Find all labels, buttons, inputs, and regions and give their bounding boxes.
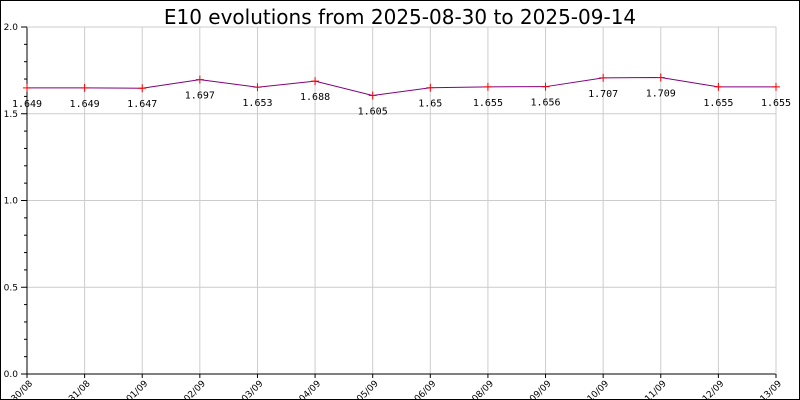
gridlines — [27, 27, 776, 374]
x-tick-label: 04/09 — [298, 379, 324, 400]
x-tick-label: 01/09 — [125, 379, 151, 400]
y-axis-ticks: 0.0 0.5 1.0 1.5 2.0 — [4, 23, 27, 380]
data-label: 1.655 — [473, 98, 503, 109]
data-label: 1.605 — [358, 107, 388, 118]
data-point-marker — [426, 83, 435, 92]
data-label: 1.709 — [646, 88, 676, 99]
data-label: 1.65 — [418, 99, 442, 110]
data-point-marker — [541, 82, 550, 91]
data-label: 1.647 — [127, 99, 157, 110]
x-tick-label: 02/09 — [183, 379, 209, 400]
data-label: 1.655 — [761, 98, 791, 109]
data-point-marker — [195, 75, 204, 84]
series-line — [27, 76, 776, 97]
data-label: 1.653 — [242, 98, 272, 109]
y-tick-label: 2.0 — [4, 23, 19, 33]
data-label: 1.649 — [12, 99, 42, 110]
series — [23, 73, 780, 100]
x-tick-label: 03/09 — [240, 379, 266, 400]
data-point-marker — [772, 82, 780, 91]
x-tick-label: 13/09 — [759, 379, 785, 400]
x-tick-label: 10/09 — [586, 379, 612, 400]
data-label: 1.656 — [530, 98, 560, 109]
data-labels: 1.649 1.649 1.647 1.697 1.653 1.688 1.605 1.65 1… — [12, 88, 791, 117]
x-tick-label: 06/09 — [413, 379, 439, 400]
y-tick-label: 1.0 — [4, 197, 19, 207]
data-label: 1.707 — [588, 89, 618, 100]
x-tick-label: 11/09 — [643, 379, 669, 400]
y-tick-label: 0.5 — [4, 283, 18, 293]
x-tick-label: 08/09 — [471, 379, 497, 400]
x-tick-label: 30/08 — [10, 379, 36, 400]
data-point-marker — [253, 83, 262, 92]
chart-title: E10 evolutions from 2025-08-30 to 2025-0… — [164, 5, 636, 29]
data-point-marker — [714, 82, 723, 91]
x-axis-ticks: 30/08 31/08 01/09 02/09 03/09 04/09 05/09 06/09… — [10, 374, 785, 400]
data-point-marker — [599, 73, 608, 82]
data-point-marker — [80, 83, 89, 92]
data-point-marker — [311, 77, 320, 86]
data-label: 1.697 — [185, 91, 215, 102]
data-label: 1.655 — [703, 98, 733, 109]
data-point-marker — [656, 73, 665, 82]
data-point-marker — [23, 83, 31, 92]
x-tick-label: 12/09 — [701, 379, 727, 400]
y-tick-label: 0.0 — [4, 370, 19, 380]
y-tick-label: 1.5 — [4, 110, 18, 120]
x-tick-label: 09/09 — [528, 379, 554, 400]
data-label: 1.688 — [300, 92, 330, 103]
data-label: 1.649 — [70, 99, 100, 110]
data-point-marker — [138, 84, 147, 93]
x-tick-label: 05/09 — [355, 379, 381, 400]
data-point-marker — [368, 91, 377, 100]
data-point-marker — [483, 82, 492, 91]
x-tick-label: 31/08 — [67, 379, 93, 400]
